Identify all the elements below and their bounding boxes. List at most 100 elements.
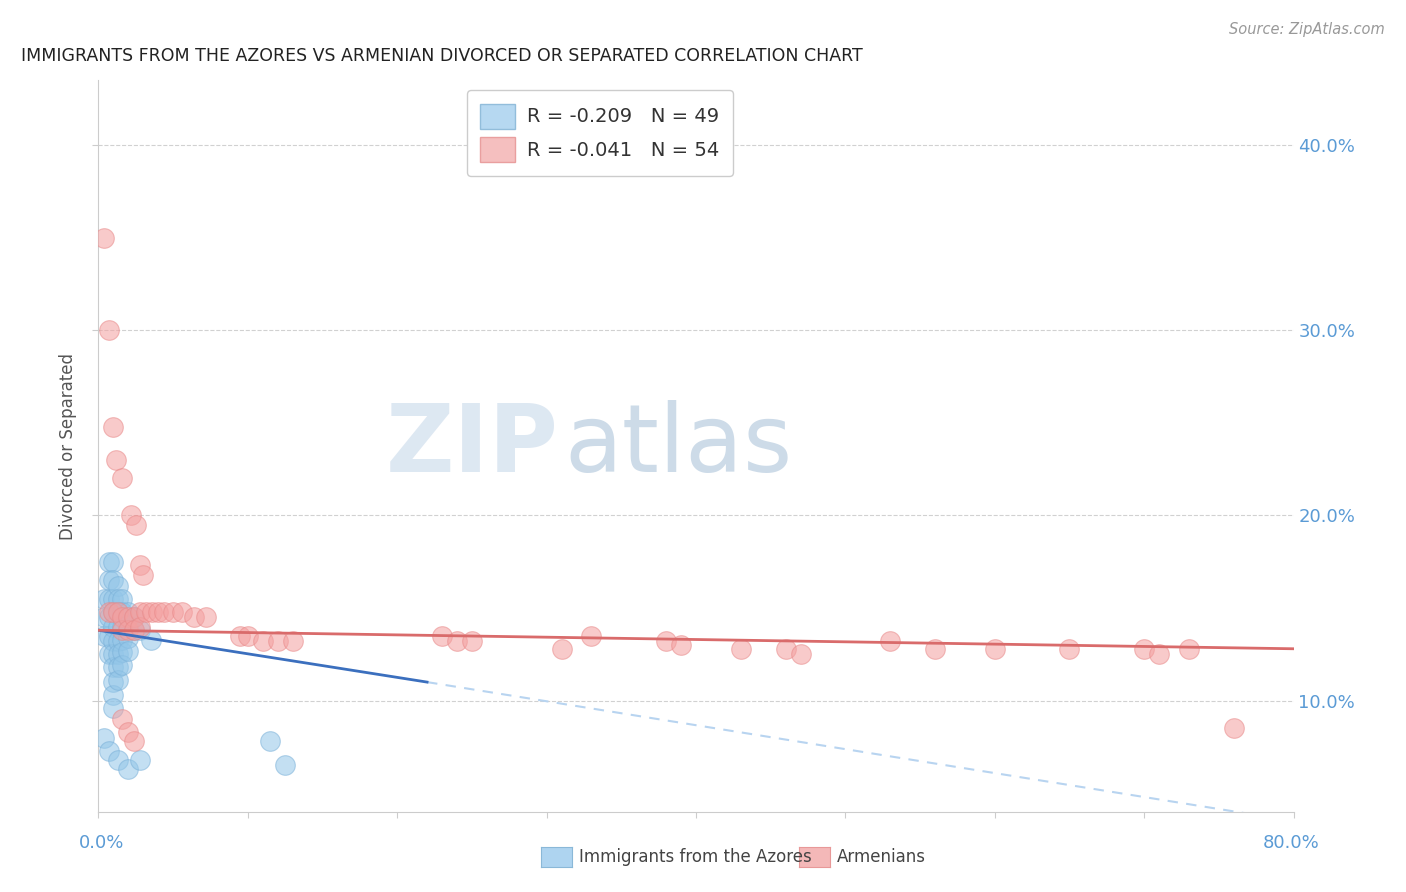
Point xyxy=(97,743,120,757)
Point xyxy=(141,605,163,619)
Point xyxy=(107,753,129,767)
Point xyxy=(267,634,290,648)
Point xyxy=(132,567,155,582)
Point xyxy=(111,712,134,726)
Point xyxy=(281,634,304,648)
Point xyxy=(103,619,125,633)
Point xyxy=(111,591,134,606)
Point xyxy=(148,605,170,619)
Point xyxy=(111,632,134,647)
Point xyxy=(129,619,152,633)
Point xyxy=(103,634,125,648)
Point xyxy=(129,558,152,573)
Text: IMMIGRANTS FROM THE AZORES VS ARMENIAN DIVORCED OR SEPARATED CORRELATION CHART: IMMIGRANTS FROM THE AZORES VS ARMENIAN D… xyxy=(21,47,862,65)
Point xyxy=(111,658,134,673)
Point xyxy=(107,579,129,593)
Point xyxy=(124,734,146,748)
Text: Armenians: Armenians xyxy=(837,848,925,866)
Point xyxy=(236,629,259,643)
Point xyxy=(107,648,129,662)
Point xyxy=(1178,641,1201,656)
Y-axis label: Divorced or Separated: Divorced or Separated xyxy=(59,352,77,540)
Point xyxy=(252,634,274,648)
Text: Source: ZipAtlas.com: Source: ZipAtlas.com xyxy=(1229,22,1385,37)
Point xyxy=(97,648,120,662)
Point xyxy=(97,574,120,588)
Point xyxy=(274,758,297,772)
Point xyxy=(775,641,797,656)
Point xyxy=(229,629,252,643)
Point xyxy=(789,648,811,662)
Point xyxy=(879,634,901,648)
Point xyxy=(461,634,484,648)
Point xyxy=(111,471,134,485)
Legend: R = -0.209   N = 49, R = -0.041   N = 54: R = -0.209 N = 49, R = -0.041 N = 54 xyxy=(467,90,733,176)
Point xyxy=(107,605,129,619)
Point xyxy=(103,419,125,434)
Text: ZIP: ZIP xyxy=(385,400,558,492)
Point xyxy=(117,610,139,624)
Point xyxy=(655,634,678,648)
Point xyxy=(107,660,129,674)
Point xyxy=(111,605,134,619)
Text: 80.0%: 80.0% xyxy=(1263,834,1319,852)
Point xyxy=(93,591,115,606)
Point xyxy=(97,629,120,643)
Point xyxy=(129,753,152,767)
Point xyxy=(117,725,139,739)
Point xyxy=(124,624,146,638)
Point xyxy=(103,574,125,588)
Point xyxy=(105,453,128,467)
Point xyxy=(103,660,125,674)
Point xyxy=(984,641,1007,656)
Point xyxy=(446,634,468,648)
Point xyxy=(430,629,453,643)
Point xyxy=(172,605,194,619)
Point xyxy=(550,641,572,656)
Point xyxy=(111,645,134,659)
Point xyxy=(129,624,152,638)
Point xyxy=(183,610,205,624)
Point xyxy=(93,230,115,244)
Point xyxy=(111,624,134,638)
Point xyxy=(1059,641,1081,656)
Text: Immigrants from the Azores: Immigrants from the Azores xyxy=(579,848,813,866)
Point xyxy=(924,641,946,656)
Point xyxy=(120,508,142,523)
Point xyxy=(125,517,148,532)
Point xyxy=(1133,641,1156,656)
Point xyxy=(124,624,146,638)
Point xyxy=(139,632,162,647)
Point xyxy=(259,734,281,748)
Point xyxy=(93,610,115,624)
Point xyxy=(111,610,134,624)
Point xyxy=(669,638,692,652)
Point xyxy=(103,675,125,690)
Point xyxy=(107,673,129,688)
Point xyxy=(1223,722,1246,736)
Point xyxy=(153,605,176,619)
Point xyxy=(117,624,139,638)
Point xyxy=(97,591,120,606)
Point xyxy=(135,605,157,619)
Point xyxy=(103,591,125,606)
Point xyxy=(97,323,120,337)
Point xyxy=(107,591,129,606)
Point xyxy=(93,731,115,745)
Point xyxy=(117,762,139,776)
Point xyxy=(124,610,146,624)
Point xyxy=(107,634,129,648)
Point xyxy=(117,643,139,657)
Point xyxy=(103,701,125,715)
Point xyxy=(93,629,115,643)
Point xyxy=(195,610,218,624)
Point xyxy=(103,605,125,619)
Point xyxy=(111,619,134,633)
Point xyxy=(97,555,120,569)
Point xyxy=(730,641,752,656)
Point xyxy=(117,617,139,632)
Point xyxy=(103,555,125,569)
Point xyxy=(129,605,152,619)
Text: atlas: atlas xyxy=(565,400,793,492)
Point xyxy=(107,605,129,619)
